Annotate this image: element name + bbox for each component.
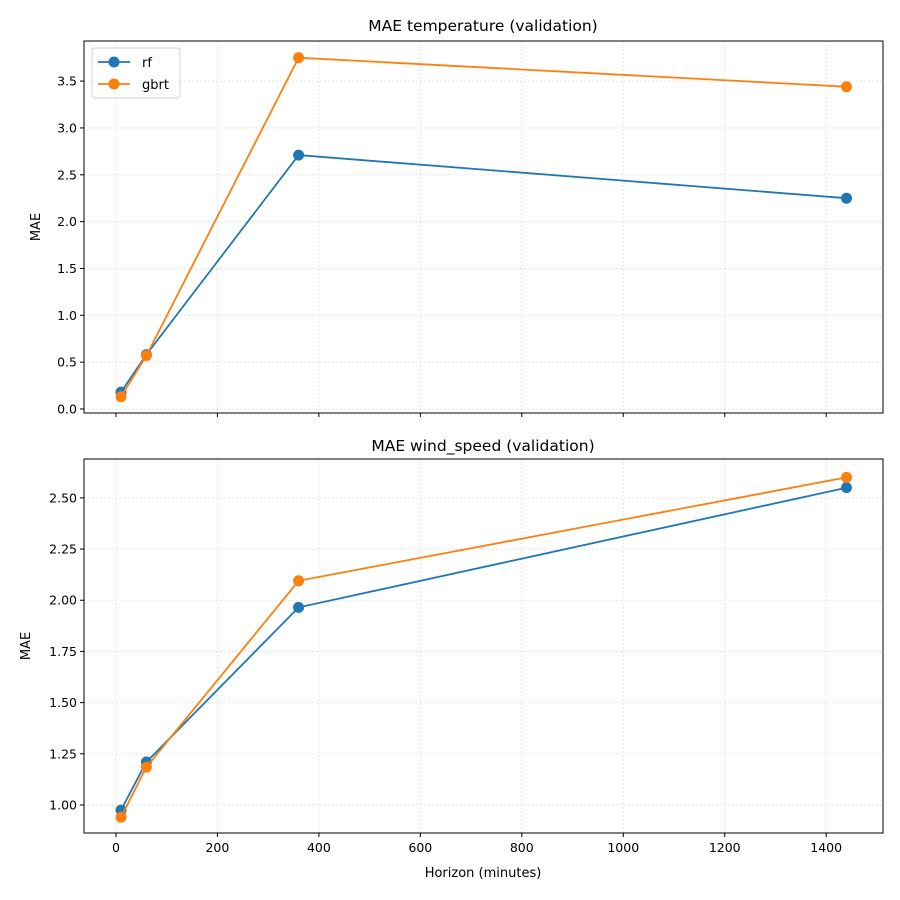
x-tick-label: 200	[205, 840, 229, 855]
legend-label-rf: rf	[142, 56, 152, 71]
series-line-gbrt	[120, 476, 847, 818]
series-layer	[115, 471, 852, 823]
data-point-rf	[293, 601, 305, 613]
series-layer	[115, 52, 852, 403]
y-tick-label: 1.0	[57, 308, 77, 323]
ticks: 0 200 400 600 800 1000 1200 1400 1.00 1.25 1.50 1.7…	[49, 490, 842, 855]
chart-temperature: MAE temperature (validation) 0.0 0.5 1.0 1.…	[29, 17, 884, 417]
y-axis-label: MAE	[19, 632, 34, 660]
y-tick-label: 2.5	[57, 167, 77, 182]
series-line-gbrt	[120, 56, 847, 398]
data-point-gbrt	[840, 81, 852, 93]
chart-title: MAE wind_speed (validation)	[371, 437, 594, 456]
x-tick-label: 400	[307, 840, 331, 855]
y-tick-label: 3.5	[57, 74, 77, 89]
legend: rf gbrt	[91, 47, 181, 99]
y-tick-label: 1.5	[57, 261, 77, 276]
x-tick-label: 800	[510, 840, 534, 855]
y-tick-label: 3.0	[57, 120, 77, 135]
y-tick-label: 1.75	[49, 644, 77, 659]
x-tick-label: 1000	[607, 840, 639, 855]
data-point-gbrt	[140, 761, 152, 773]
y-tick-label: 2.50	[49, 490, 77, 505]
x-tick-label: 600	[408, 840, 432, 855]
y-tick-label: 1.50	[49, 695, 77, 710]
data-point-gbrt	[115, 811, 127, 823]
x-tick-label: 1200	[709, 840, 741, 855]
y-tick-label: 2.25	[49, 542, 77, 557]
legend-marker-gbrt	[108, 78, 120, 90]
chart-wind-speed: MAE wind_speed (validation) 0 200 400 600 80…	[19, 437, 884, 881]
legend-label-gbrt: gbrt	[142, 78, 169, 93]
data-point-gbrt	[115, 391, 127, 403]
y-tick-label: 0.5	[57, 355, 77, 370]
x-axis-label: Horizon (minutes)	[425, 866, 542, 881]
legend-marker-rf	[108, 56, 120, 68]
y-tick-label: 1.25	[49, 746, 77, 761]
x-tick-label: 0	[112, 840, 120, 855]
data-point-gbrt	[293, 575, 305, 587]
data-point-rf	[840, 482, 852, 494]
x-tick-label: 1400	[810, 840, 842, 855]
y-tick-label: 0.0	[57, 401, 77, 416]
data-point-gbrt	[140, 350, 152, 362]
y-tick-label: 1.00	[49, 797, 77, 812]
series-line-rf	[120, 486, 847, 811]
axes-frame	[83, 40, 884, 414]
y-tick-label: 2.0	[57, 214, 77, 229]
y-axis-label: MAE	[29, 213, 44, 241]
axes-frame	[83, 458, 884, 834]
data-point-rf	[293, 149, 305, 161]
chart-title: MAE temperature (validation)	[368, 17, 597, 35]
series-line-rf	[120, 154, 847, 393]
data-point-gbrt	[840, 471, 852, 483]
data-point-gbrt	[293, 52, 305, 64]
grid	[84, 459, 883, 833]
y-tick-label: 2.00	[49, 593, 77, 608]
ticks: 0.0 0.5 1.0 1.5 2.0 2.5 3.0 3.5	[57, 74, 827, 417]
data-point-rf	[840, 192, 852, 204]
grid	[84, 41, 883, 413]
